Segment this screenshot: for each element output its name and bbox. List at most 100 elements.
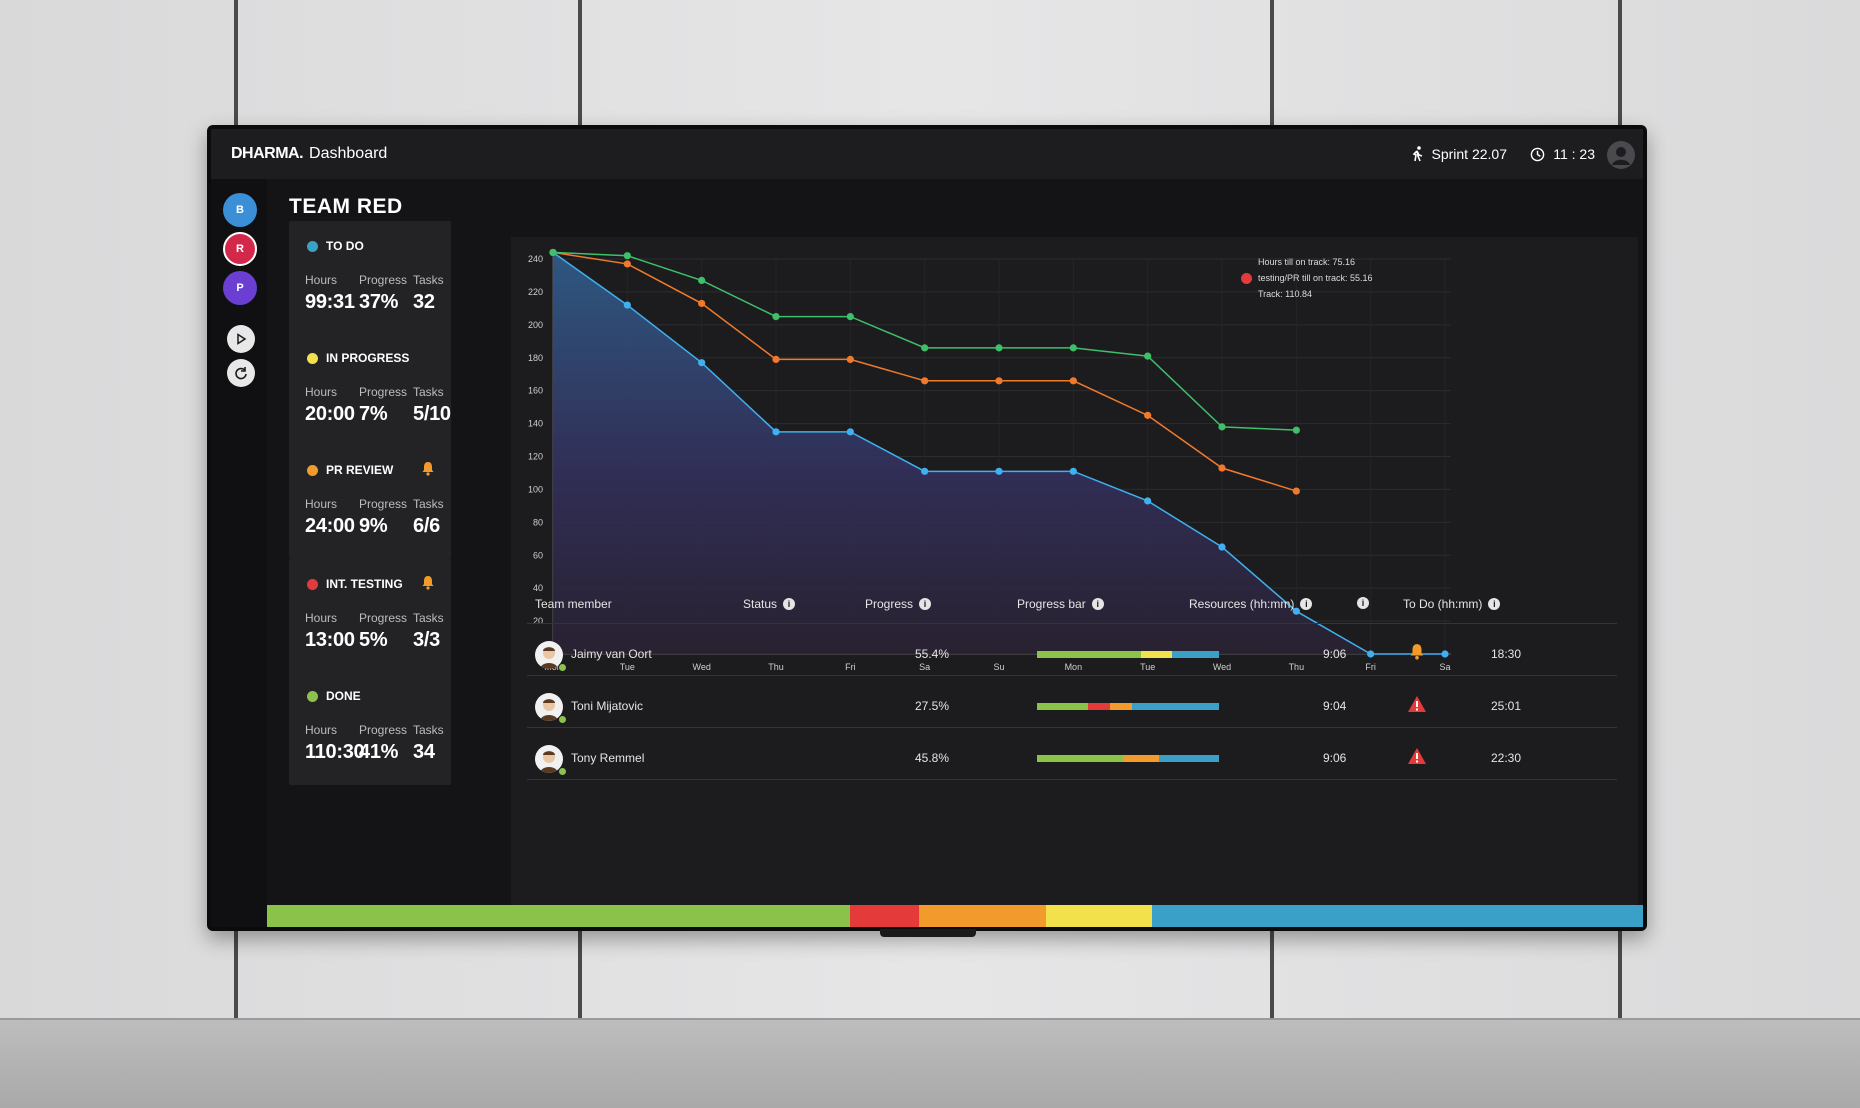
- brand-name: DHARMA.: [231, 145, 304, 162]
- data-point: [623, 301, 631, 309]
- brand-subtitle: Dashboard: [309, 145, 388, 162]
- card-stat-value: 24:00: [305, 515, 355, 537]
- status-dot: [307, 690, 318, 702]
- app-brand: DHARMA. Dashboard: [231, 145, 387, 163]
- info-icon[interactable]: i: [1091, 598, 1104, 610]
- status-card[interactable]: TO DO Hours Progress Tasks 99:31 37% 32: [289, 221, 451, 335]
- table-row[interactable]: Jaimy van Oort 55.4% 9:06 18:30: [527, 629, 1617, 681]
- col-header-progress-bar-label: Progress bar: [1017, 597, 1086, 611]
- x-tick-label: Sa: [1439, 662, 1450, 672]
- x-tick-label: Fri: [1365, 662, 1376, 672]
- progress-segment: [1037, 703, 1088, 710]
- y-tick-label: 200: [528, 320, 543, 330]
- warning-icon[interactable]: [1407, 695, 1427, 713]
- status-dot: [307, 578, 318, 590]
- bell-icon[interactable]: [1409, 643, 1425, 660]
- status-segment: [1151, 905, 1643, 927]
- card-title: DONE: [326, 689, 361, 703]
- member-name: Jaimy van Oort: [571, 647, 652, 661]
- col-header-status[interactable]: Status i: [743, 597, 796, 611]
- col-header-todo[interactable]: To Do (hh:mm) i: [1403, 597, 1501, 611]
- info-icon[interactable]: i: [1357, 597, 1369, 609]
- card-title: INT. TESTING: [326, 577, 403, 591]
- team-r-button[interactable]: R: [223, 232, 257, 266]
- user-avatar-button[interactable]: [1607, 141, 1635, 169]
- status-card[interactable]: DONE Hours Progress Tasks 110:30 41% 34: [289, 671, 451, 785]
- clock-time: 11 : 23: [1553, 146, 1595, 162]
- tv-stand: [880, 929, 976, 937]
- col-header-resources[interactable]: Resources (hh:mm) i: [1189, 597, 1313, 611]
- info-icon[interactable]: i: [919, 598, 932, 610]
- col-header-alert[interactable]: i: [1351, 597, 1369, 609]
- data-point: [1292, 607, 1300, 615]
- y-tick-label: 160: [528, 386, 543, 396]
- progress-segment: [1140, 651, 1172, 658]
- x-tick-label: Wed: [1213, 662, 1231, 672]
- bell-icon[interactable]: [421, 575, 435, 590]
- legend-row: testing/PR till on track: 55.16: [1241, 270, 1373, 286]
- person-icon: [540, 699, 558, 721]
- team-p-button[interactable]: P: [223, 271, 257, 305]
- info-icon[interactable]: i: [783, 598, 796, 610]
- progress-segment: [1122, 755, 1159, 762]
- col-header-progress-label: Progress: [865, 597, 914, 611]
- col-header-member-label: Team member: [535, 597, 612, 611]
- team-rail: B R P: [211, 179, 267, 927]
- col-header-progress-bar[interactable]: Progress bar i: [1017, 597, 1104, 611]
- data-point: [921, 344, 929, 352]
- x-tick-label: Wed: [692, 662, 710, 672]
- member-resources: 9:06: [1323, 751, 1347, 765]
- x-tick-label: Mon: [1065, 662, 1083, 672]
- table-row[interactable]: Tony Remmel 45.8% 9:06 22:30: [527, 733, 1617, 785]
- data-point: [1441, 650, 1449, 658]
- team-b-button[interactable]: B: [223, 193, 257, 227]
- card-header: TO DO: [307, 239, 364, 253]
- table-row[interactable]: Toni Mijatovic 27.5% 9:04 25:01: [527, 681, 1617, 733]
- legend-hours: Hours till on track: 75.16: [1258, 257, 1356, 267]
- row-divider: [527, 779, 1617, 780]
- card-stat-label: Hours: [305, 273, 338, 287]
- status-card[interactable]: PR REVIEW Hours Progress Tasks 24:00 9% 6/6: [289, 445, 451, 559]
- dashboard-screen: DHARMA. Dashboard Sprint 22.07 11 : 23: [211, 129, 1643, 927]
- warning-icon[interactable]: [1407, 747, 1427, 765]
- data-point: [698, 359, 706, 367]
- play-button[interactable]: [227, 325, 255, 353]
- card-stat-value: 37%: [359, 291, 399, 313]
- info-icon[interactable]: i: [1488, 598, 1501, 610]
- refresh-button[interactable]: [227, 359, 255, 387]
- y-tick-label: 40: [533, 583, 543, 593]
- col-header-member[interactable]: Team member: [535, 597, 612, 611]
- member-todo: 18:30: [1491, 647, 1522, 661]
- status-card[interactable]: IN PROGRESS Hours Progress Tasks 20:00 7% 5/10: [289, 333, 451, 447]
- top-bar: DHARMA. Dashboard Sprint 22.07 11 : 23: [211, 129, 1643, 179]
- status-card[interactable]: INT. TESTING Hours Progress Tasks 13:00 5% 3/3: [289, 559, 451, 673]
- card-stat-value: 41%: [359, 741, 399, 763]
- tv-frame: DHARMA. Dashboard Sprint 22.07 11 : 23: [207, 125, 1647, 931]
- card-stat-value: 110:30: [305, 741, 365, 763]
- data-point: [1144, 411, 1152, 419]
- card-stat-label: Progress: [359, 497, 408, 511]
- data-point: [698, 276, 706, 284]
- member-todo: 22:30: [1491, 751, 1522, 765]
- card-title: TO DO: [326, 239, 364, 253]
- info-icon[interactable]: i: [1300, 598, 1313, 610]
- status-distribution-bar: [267, 905, 1643, 927]
- x-tick-label: Su: [993, 662, 1004, 672]
- card-stat-label: Progress: [359, 611, 408, 625]
- col-header-progress[interactable]: Progress i: [865, 597, 932, 611]
- card-stat-value: 99:31: [305, 291, 355, 313]
- legend-track: Track: 110.84: [1258, 289, 1313, 299]
- card-stat-value: 7%: [359, 403, 388, 425]
- data-point: [1069, 344, 1077, 352]
- data-point: [921, 377, 929, 385]
- person-icon: [540, 647, 558, 669]
- member-name: Tony Remmel: [571, 751, 645, 765]
- progress-segment: [1037, 651, 1141, 658]
- data-point: [772, 428, 780, 436]
- bell-icon[interactable]: [421, 461, 435, 476]
- member-todo: 25:01: [1491, 699, 1522, 713]
- data-point: [549, 248, 557, 257]
- y-tick-label: 240: [528, 254, 543, 264]
- member-progress-bar: [1037, 755, 1219, 762]
- team-r-label: R: [236, 243, 244, 255]
